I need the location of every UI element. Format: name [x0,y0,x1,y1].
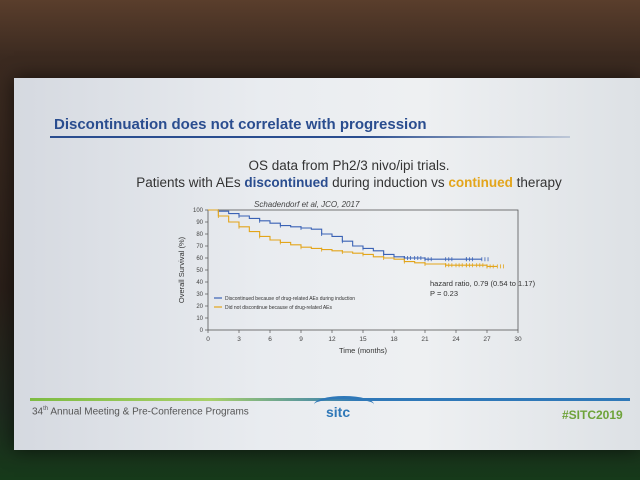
title-underline [50,136,570,138]
x-tick-label: 21 [421,336,429,343]
x-tick-label: 15 [359,336,367,343]
headline-mid: during induction vs [328,175,449,190]
headline-suffix: therapy [512,175,562,190]
y-tick-label: 30 [196,292,203,298]
x-tick-label: 9 [299,336,303,343]
headline-prefix: Patients with AEs [136,175,245,190]
x-tick-label: 30 [514,336,522,343]
footer-rest: Annual Meeting & Pre-Conference Programs [48,406,249,418]
y-tick-label: 10 [196,316,203,322]
y-tick-label: 100 [193,208,204,214]
logo-swoosh [314,396,374,413]
series-layer [208,209,504,269]
x-axis-label: Time (months) [339,346,388,355]
footer-meeting: 34th Annual Meeting & Pre-Conference Pro… [32,406,249,417]
y-tick-label: 0 [200,328,204,334]
slide-title: Discontinuation does not correlate with … [54,116,427,133]
x-tick-label: 12 [328,336,336,343]
x-tick-label: 6 [268,336,272,343]
y-tick-label: 60 [196,256,203,262]
y-tick-label: 70 [196,244,203,250]
x-tick-label: 27 [483,336,491,343]
projection-screen: Discontinuation does not correlate with … [14,78,640,450]
x-tick-label: 24 [452,336,460,343]
headline-line-1: OS data from Ph2/3 nivo/ipi trials. [248,158,450,173]
y-tick-label: 20 [196,304,203,310]
x-tick-label: 3 [237,336,241,343]
headline-line-2: Patients with AEs discontinued during in… [134,175,564,190]
headline-continued: continued [448,175,513,190]
plot-frame [207,209,519,331]
annotation-text: P = 0.23 [430,289,458,298]
axes: 0 3 6 9 12 15 18 21 24 27 30 0 10 20 30 40 50 60 70 80 90 100… [193,208,522,355]
annotations: hazard ratio, 0.79 (0.54 to 1.17)P = 0.2… [430,279,536,298]
citation: Schadendorf et al, JCO, 2017 [254,200,360,209]
footer-number: 34 [32,406,44,418]
y-axis-label-group: Overall Survival (%) [177,236,186,303]
sitc-logo: sitc [326,404,351,420]
x-tick-label: 0 [206,336,210,343]
y-tick-label: 50 [196,268,203,274]
legend: Discontinued because of drug-related AEs… [214,296,355,311]
footer-sup: th [43,406,49,412]
survival-chart: Overall Survival (%) 0 3 6 9 12 15 18 21 24 27 300… [177,208,536,355]
legend-label: Discontinued because of drug-related AEs… [225,296,355,302]
y-tick-label: 80 [196,232,203,238]
legend-label: Did not discontinue because of drug-rela… [225,305,333,311]
annotation-text: hazard ratio, 0.79 (0.54 to 1.17) [430,279,536,288]
hashtag: #SITC2019 [562,408,623,422]
y-tick-label: 40 [196,280,203,286]
y-tick-label: 90 [196,220,203,226]
y-axis-label: Overall Survival (%) [177,236,186,303]
x-tick-label: 18 [390,336,398,343]
headline-discontinued: discontinued [244,175,329,190]
